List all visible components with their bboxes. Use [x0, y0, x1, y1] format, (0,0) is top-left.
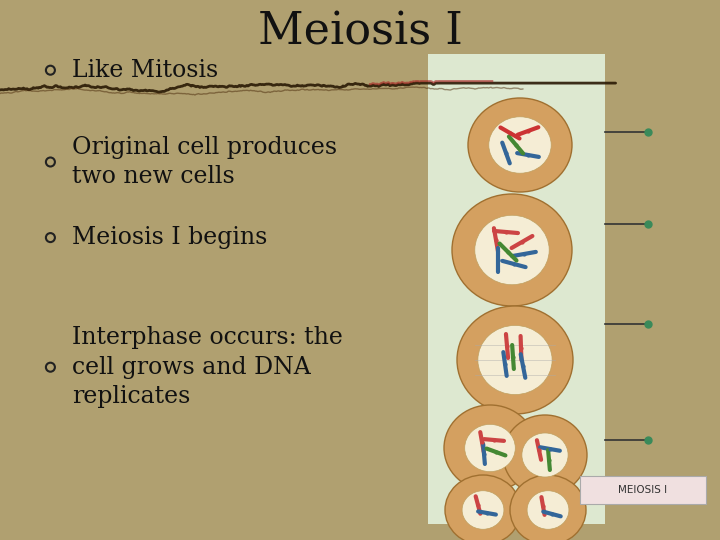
Text: MEIOSIS I: MEIOSIS I: [618, 485, 667, 495]
Ellipse shape: [445, 475, 521, 540]
Text: Original cell produces
two new cells: Original cell produces two new cells: [73, 136, 338, 188]
Ellipse shape: [452, 194, 572, 306]
Text: Meiosis I: Meiosis I: [258, 11, 462, 54]
Ellipse shape: [522, 433, 568, 477]
Bar: [580, 476, 706, 504]
Bar: [428, 54, 605, 524]
Ellipse shape: [464, 424, 516, 471]
Ellipse shape: [444, 405, 536, 491]
Text: Meiosis I begins: Meiosis I begins: [73, 226, 268, 249]
Ellipse shape: [468, 98, 572, 192]
Text: Interphase occurs: the
cell grows and DNA
replicates: Interphase occurs: the cell grows and DN…: [73, 326, 343, 408]
Ellipse shape: [478, 326, 552, 395]
Ellipse shape: [474, 215, 549, 285]
Text: Like Mitosis: Like Mitosis: [73, 59, 219, 82]
Ellipse shape: [489, 117, 552, 173]
Ellipse shape: [527, 491, 569, 529]
Ellipse shape: [510, 475, 586, 540]
Ellipse shape: [503, 415, 587, 495]
Ellipse shape: [462, 491, 504, 529]
Ellipse shape: [457, 306, 573, 414]
